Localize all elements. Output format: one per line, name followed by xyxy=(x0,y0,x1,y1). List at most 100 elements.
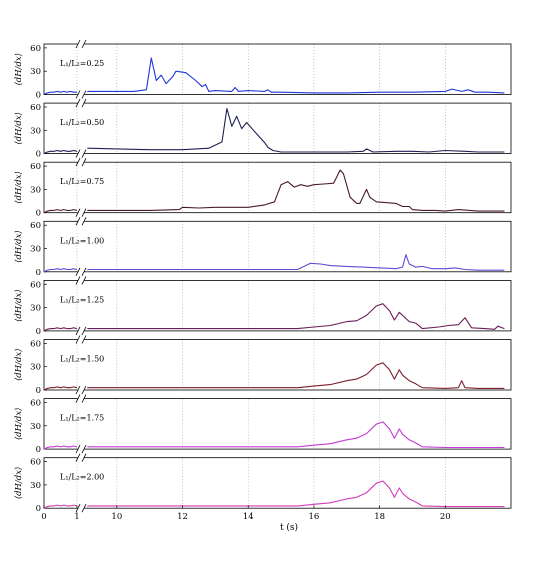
y-axis-label: ⟨dH/dx⟩ xyxy=(14,467,24,500)
y-tick-label: 0 xyxy=(36,327,41,337)
y-axis-label: ⟨dH/dx⟩ xyxy=(14,53,24,86)
axis-break-mark xyxy=(81,267,87,276)
y-axis-label: ⟨dH/dx⟩ xyxy=(14,408,24,441)
axis-break-mark xyxy=(81,453,87,462)
panel-7: 0 30 60 ⟨dH/dx⟩ L₁/L₂=1.75 xyxy=(14,394,512,455)
axis-break-mark xyxy=(75,39,81,49)
axis-break-mark xyxy=(81,158,87,167)
y-axis-label: ⟨dH/dx⟩ xyxy=(14,348,24,381)
axis-break-gap xyxy=(78,446,84,453)
axis-break-gap xyxy=(78,209,84,216)
series-line-initial xyxy=(43,90,77,95)
series-line-initial xyxy=(43,149,78,155)
y-axis-label: ⟨dH/dx⟩ xyxy=(14,171,24,204)
axis-break-mark xyxy=(75,504,81,513)
axis-break-gap xyxy=(78,159,84,166)
panel-frame xyxy=(43,102,512,154)
axis-break-mark xyxy=(81,394,87,403)
series-line-main xyxy=(87,421,505,449)
axis-break-mark xyxy=(75,208,81,217)
axis-break-gap xyxy=(78,150,84,157)
y-tick-label: 60 xyxy=(30,280,41,290)
axis-break-gap xyxy=(78,218,84,225)
panel-1: 0 30 60 ⟨dH/dx⟩ L₁/L₂=0.25 xyxy=(14,39,512,101)
axis-break-mark xyxy=(75,335,81,344)
y-tick-label: 30 xyxy=(30,481,41,491)
axis-break-mark xyxy=(75,394,81,403)
panel-frame xyxy=(43,279,512,332)
panel-2: 0 30 60 ⟨dH/dx⟩ L₁/L₂=0.50 xyxy=(14,98,512,160)
y-tick-label: 30 xyxy=(30,67,41,77)
panel-4: 0 30 60 ⟨dH/dx⟩ L₁/L₂=1.00 xyxy=(14,217,512,278)
axis-break-mark xyxy=(75,90,81,99)
y-tick-label: 30 xyxy=(30,185,41,195)
series-line-initial xyxy=(43,504,78,509)
y-tick-label: 30 xyxy=(30,304,41,314)
panel-8: 0 30 60 ⟨dH/dx⟩ L₁/L₂=2.00 xyxy=(14,453,512,514)
series-line-main xyxy=(87,57,505,94)
axis-break-mark xyxy=(75,217,81,226)
axis-break-mark xyxy=(75,385,81,395)
axis-break-mark xyxy=(81,208,87,217)
panel-ratio-label: L₁/L₂=2.00 xyxy=(60,473,104,482)
y-tick-label: 30 xyxy=(30,126,41,136)
axis-break-mark xyxy=(81,217,87,226)
x-tick-label: 1 xyxy=(74,512,79,522)
y-tick-label: 60 xyxy=(30,44,41,54)
axis-break-mark xyxy=(81,98,87,108)
panel-6: 0 30 60 ⟨dH/dx⟩ L₁/L₂=1.50 xyxy=(14,335,512,396)
y-tick-label: 30 xyxy=(30,244,41,254)
panel-5: 0 30 60 ⟨dH/dx⟩ L₁/L₂=1.25 xyxy=(14,276,512,337)
panel-frame xyxy=(43,220,512,273)
axis-break-gap xyxy=(78,336,84,343)
panel-frame xyxy=(43,43,512,95)
y-tick-label: 60 xyxy=(30,458,41,468)
x-tick-label: 18 xyxy=(374,512,385,522)
axis-break-gap xyxy=(78,327,84,334)
axis-break-mark xyxy=(75,267,81,276)
panel-ratio-label: L₁/L₂=1.25 xyxy=(60,295,104,304)
panel-ratio-label: L₁/L₂=1.50 xyxy=(60,355,104,364)
y-tick-label: 0 xyxy=(36,445,41,455)
axis-break-mark xyxy=(75,158,81,167)
axis-break-gap xyxy=(78,268,84,275)
series-line-main xyxy=(87,362,505,389)
y-axis-label: ⟨dH/dx⟩ xyxy=(14,112,24,145)
axis-break-gap xyxy=(78,454,84,461)
y-tick-label: 0 xyxy=(36,504,41,514)
x-tick-label: 14 xyxy=(243,512,254,522)
y-axis-label: ⟨dH/dx⟩ xyxy=(14,230,24,263)
y-tick-label: 0 xyxy=(36,268,41,278)
axis-break-mark xyxy=(75,326,81,336)
axis-break-gap xyxy=(78,91,84,98)
y-axis-label: ⟨dH/dx⟩ xyxy=(14,289,24,322)
panel-ratio-label: L₁/L₂=0.75 xyxy=(60,177,104,186)
x-tick-label: 10 xyxy=(111,512,122,522)
panel-ratio-label: L₁/L₂=1.00 xyxy=(60,236,104,245)
series-line-main xyxy=(87,169,505,212)
y-tick-label: 0 xyxy=(36,91,41,101)
axis-break-gap xyxy=(78,277,84,284)
axis-break-gap xyxy=(78,100,84,107)
axis-break-mark xyxy=(75,149,81,158)
series-line-initial xyxy=(43,327,78,332)
axis-break-gap xyxy=(78,505,84,512)
axis-break-gap xyxy=(78,395,84,402)
y-tick-label: 60 xyxy=(30,103,41,113)
y-tick-label: 0 xyxy=(36,150,41,160)
x-tick-label: 20 xyxy=(440,512,451,522)
x-tick-label: 12 xyxy=(177,512,188,522)
x-tick-label: 0 xyxy=(41,512,46,522)
axis-break-mark xyxy=(75,276,81,285)
panel-3: 0 30 60 ⟨dH/dx⟩ L₁/L₂=0.75 xyxy=(14,158,512,219)
x-axis-label: t (s) xyxy=(280,522,298,533)
x-axis: 0 1 10 12 14 16 18 20 t (s) xyxy=(41,505,451,533)
x-tick-label: 16 xyxy=(309,512,320,522)
axis-break-mark xyxy=(75,98,81,108)
panel-ratio-label: L₁/L₂=0.25 xyxy=(60,59,104,68)
axis-break-mark xyxy=(81,335,87,344)
y-tick-label: 60 xyxy=(30,221,41,231)
axis-break-mark xyxy=(81,504,87,513)
y-tick-label: 0 xyxy=(36,386,41,396)
panel-frame xyxy=(43,339,512,391)
